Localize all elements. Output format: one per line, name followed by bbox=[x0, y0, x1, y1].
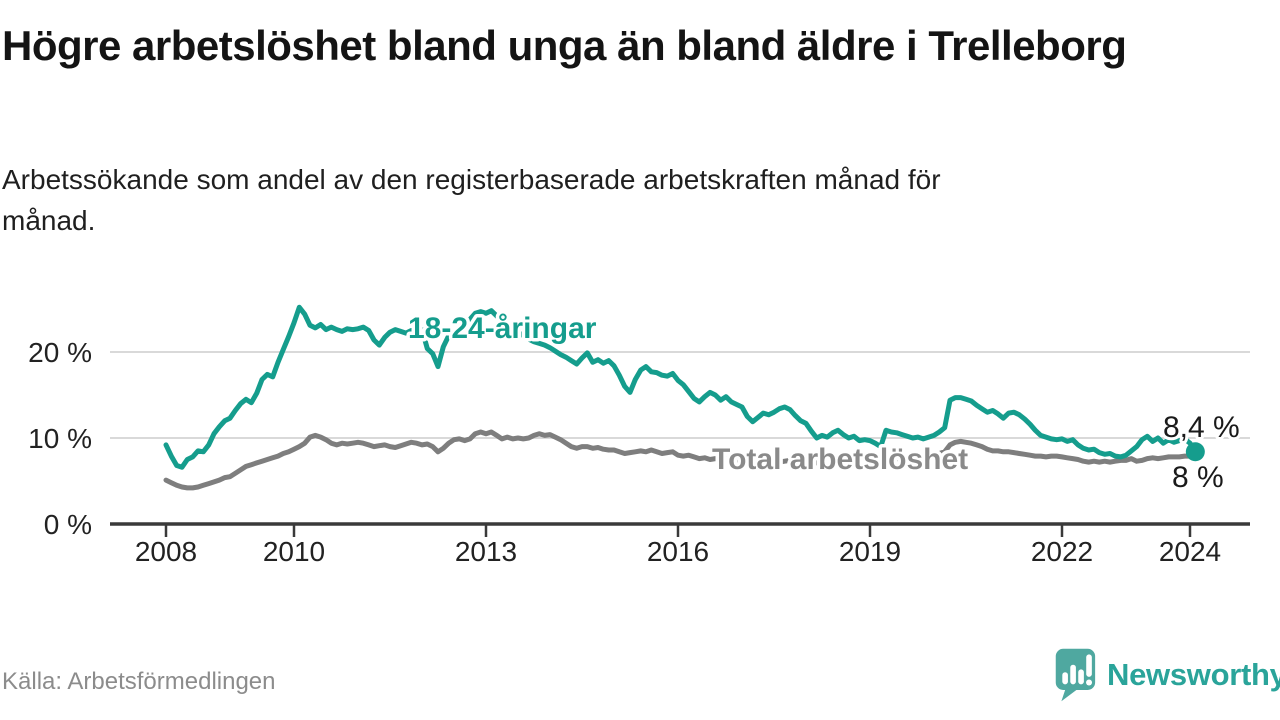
source-note: Källa: Arbetsförmedlingen bbox=[2, 668, 276, 695]
x-tick-label: 2008 bbox=[135, 536, 197, 567]
labels-layer: 18-24-åringar Total arbetslöshet 8,4 % 8… bbox=[405, 309, 1243, 498]
exclamation-bar bbox=[1086, 654, 1092, 677]
bar-small bbox=[1062, 672, 1068, 685]
x-tick-label: 2010 bbox=[263, 536, 325, 567]
x-tick-label: 2013 bbox=[455, 536, 517, 567]
newsworthy-logo: Newsworthy bbox=[1052, 644, 1280, 706]
axis-layer: 0 % 10 % 20 % 2008 2010 2013 2016 2019 2022 2024 bbox=[28, 337, 1250, 567]
series-layer bbox=[163, 304, 1205, 491]
x-tick-label: 2019 bbox=[839, 536, 901, 567]
youth-end-value-label: 8,4 % bbox=[1163, 411, 1240, 444]
x-tick-label: 2016 bbox=[647, 536, 709, 567]
newsworthy-speech-bubble-chart-icon bbox=[1055, 648, 1096, 702]
youth-series-label: 18-24-åringar bbox=[408, 312, 597, 345]
bar-medium bbox=[1078, 669, 1084, 685]
total-series-label: Total arbetslöshet bbox=[712, 443, 968, 476]
y-tick-label: 0 % bbox=[44, 509, 92, 540]
bar-tall bbox=[1070, 664, 1076, 685]
gridlines-layer bbox=[110, 351, 1250, 439]
y-tick-label: 20 % bbox=[28, 337, 92, 368]
total-end-value-label: 8 % bbox=[1172, 461, 1224, 494]
newsworthy-wordmark: Newsworthy bbox=[1107, 657, 1280, 692]
youth-series-end-dot bbox=[1185, 442, 1205, 462]
page-title: Högre arbetslöshet bland unga än bland ä… bbox=[2, 22, 1127, 69]
total-series-line bbox=[163, 429, 1198, 491]
x-tick-label: 2024 bbox=[1159, 536, 1221, 567]
page-subtitle: Arbetssökande som andel av den registerb… bbox=[2, 164, 941, 236]
exclamation-dot bbox=[1086, 679, 1093, 686]
y-tick-label: 10 % bbox=[28, 423, 92, 454]
x-tick-label: 2022 bbox=[1031, 536, 1093, 567]
youth-series-line bbox=[163, 304, 1198, 470]
